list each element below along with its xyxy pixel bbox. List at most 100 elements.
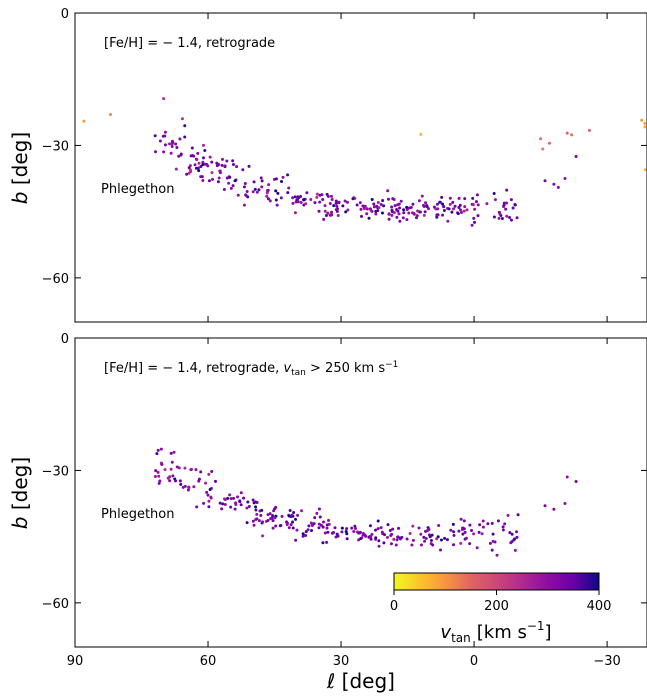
stream-point bbox=[319, 515, 322, 518]
stream-point bbox=[170, 468, 173, 471]
stream-point bbox=[382, 204, 385, 207]
stream-point bbox=[168, 142, 171, 145]
stream-point bbox=[171, 474, 174, 477]
stream-point bbox=[434, 207, 437, 210]
stream-point bbox=[423, 214, 426, 217]
stream-point bbox=[294, 211, 297, 214]
stream-point bbox=[296, 514, 299, 517]
stream-point bbox=[286, 173, 289, 176]
stream-point bbox=[389, 529, 392, 532]
stream-point bbox=[241, 168, 244, 171]
stream-point bbox=[244, 182, 247, 185]
stream-point bbox=[476, 546, 479, 549]
stream-point bbox=[411, 203, 414, 206]
stream-point bbox=[295, 529, 298, 532]
stream-point bbox=[318, 201, 321, 204]
stream-point bbox=[171, 140, 174, 143]
stream-point bbox=[274, 506, 277, 509]
stream-point bbox=[377, 201, 380, 204]
stream-point bbox=[336, 207, 339, 210]
stream-point bbox=[460, 518, 463, 521]
stream-point bbox=[201, 179, 204, 182]
stream-point bbox=[478, 523, 481, 526]
stream-point bbox=[364, 535, 367, 538]
stream-point bbox=[164, 131, 167, 134]
y-tick-label: −30 bbox=[42, 139, 69, 154]
stream-point bbox=[472, 532, 475, 535]
y-tick-label: 0 bbox=[61, 7, 69, 22]
stream-point bbox=[466, 208, 469, 211]
stream-point bbox=[199, 470, 202, 473]
stream-point bbox=[329, 202, 332, 205]
stream-point bbox=[423, 540, 426, 543]
stream-point bbox=[429, 535, 432, 538]
stream-point bbox=[331, 198, 334, 201]
stream-point bbox=[391, 210, 394, 213]
stream-point bbox=[228, 176, 231, 179]
stream-point bbox=[446, 538, 449, 541]
stream-point bbox=[505, 201, 508, 204]
stream-point bbox=[437, 524, 440, 527]
stream-point bbox=[475, 200, 478, 203]
stream-point bbox=[177, 155, 180, 158]
stream-point bbox=[438, 201, 441, 204]
outlier-point bbox=[539, 137, 542, 140]
stream-point bbox=[397, 527, 400, 530]
colorbar-tick-label: 400 bbox=[587, 599, 612, 614]
stream-point bbox=[196, 152, 199, 155]
stream-point bbox=[419, 533, 422, 536]
stream-point bbox=[219, 170, 222, 173]
stream-point bbox=[473, 221, 476, 224]
stream-point bbox=[452, 543, 455, 546]
stream-point bbox=[517, 513, 520, 516]
stream-point bbox=[411, 525, 414, 528]
stream-point bbox=[164, 143, 167, 146]
stream-point bbox=[358, 531, 361, 534]
stream-point bbox=[337, 214, 340, 217]
stream-point bbox=[224, 164, 227, 167]
stream-point bbox=[512, 207, 515, 210]
stream-point bbox=[190, 468, 193, 471]
stream-point bbox=[505, 189, 508, 192]
stream-point bbox=[183, 124, 186, 127]
stream-point bbox=[390, 542, 393, 545]
stream-point bbox=[460, 211, 463, 214]
scatter-point bbox=[544, 179, 547, 182]
stream-point bbox=[173, 451, 176, 454]
stream-point bbox=[356, 204, 359, 207]
outlier-point bbox=[109, 113, 112, 116]
stream-point bbox=[209, 488, 212, 491]
stream-point bbox=[398, 203, 401, 206]
stream-point bbox=[374, 529, 377, 532]
stream-point bbox=[473, 208, 476, 211]
stream-point bbox=[409, 532, 412, 535]
stream-point bbox=[204, 482, 207, 485]
stream-point bbox=[300, 201, 303, 204]
stream-point bbox=[374, 213, 377, 216]
stream-point bbox=[514, 203, 517, 206]
outlier-point bbox=[570, 133, 573, 136]
stream-point bbox=[391, 197, 394, 200]
stream-point bbox=[411, 211, 414, 214]
stream-point bbox=[468, 524, 471, 527]
stream-point bbox=[369, 524, 372, 527]
stream-point bbox=[449, 203, 452, 206]
plot-area-top bbox=[75, 13, 647, 322]
stream-point bbox=[457, 212, 460, 215]
stream-point bbox=[335, 205, 338, 208]
stream-point bbox=[195, 167, 198, 170]
stream-point bbox=[294, 539, 297, 542]
stream-point bbox=[231, 159, 234, 162]
stream-point bbox=[275, 198, 278, 201]
stream-point bbox=[372, 203, 375, 206]
stream-point bbox=[226, 497, 229, 500]
stream-point bbox=[345, 532, 348, 535]
stream-point bbox=[373, 205, 376, 208]
stream-point bbox=[327, 519, 330, 522]
stream-point bbox=[195, 505, 198, 508]
y-axis-unit-bottom: [deg] bbox=[8, 457, 32, 517]
stream-point bbox=[321, 541, 324, 544]
stream-point bbox=[182, 486, 185, 489]
stream-point bbox=[485, 202, 488, 205]
stream-point bbox=[392, 538, 395, 541]
